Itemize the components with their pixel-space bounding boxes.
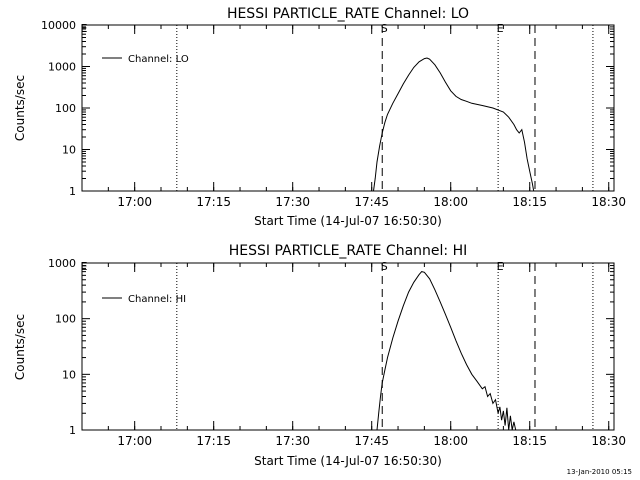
series-lo xyxy=(373,57,535,192)
y-tick-label: 100 xyxy=(55,102,76,115)
x-tick-label: 17:30 xyxy=(275,434,310,448)
y-tick-label: 1000 xyxy=(48,257,76,270)
plot-frame-lo xyxy=(81,24,615,192)
y-tick-label: 100 xyxy=(55,313,76,326)
panel-lo: HESSI PARTICLE_RATE Channel: LO Counts/s… xyxy=(13,6,626,228)
y-ticks-lo: 1 10 100 1000 10000 xyxy=(41,19,614,198)
time-marker-label: S xyxy=(381,260,388,273)
y-axis-label-hi: Counts/sec xyxy=(13,314,27,380)
x-ticks-lo: 17:00 17:15 17:30 17:45 18:00 18:15 18:30 xyxy=(81,25,626,209)
y-tick-label: 1000 xyxy=(48,61,76,74)
y-tick-label: 10000 xyxy=(41,19,76,32)
plot-frame-hi xyxy=(81,262,615,431)
x-tick-label: 17:15 xyxy=(196,434,231,448)
x-tick-label: 17:00 xyxy=(117,434,152,448)
chart-title-hi: HESSI PARTICLE_RATE Channel: HI xyxy=(229,243,467,259)
time-marker-label: E xyxy=(497,22,504,35)
legend-label-lo: Channel: LO xyxy=(128,54,189,65)
x-axis-label-lo: Start Time (14-Jul-07 16:50:30) xyxy=(254,214,442,228)
legend-label-hi: Channel: HI xyxy=(128,294,186,305)
x-tick-label: 18:30 xyxy=(591,434,626,448)
x-tick-label: 18:00 xyxy=(433,434,468,448)
y-tick-label: 10 xyxy=(62,368,76,381)
series-line xyxy=(376,271,517,431)
x-axis-label-hi: Start Time (14-Jul-07 16:50:30) xyxy=(254,454,442,468)
time-markers-hi: S EE xyxy=(81,260,594,430)
x-tick-label: 18:15 xyxy=(512,434,547,448)
legend-hi: Channel: HI xyxy=(102,294,186,305)
x-tick-label: 17:45 xyxy=(354,434,389,448)
y-tick-label: 1 xyxy=(69,185,76,198)
x-tick-label: 18:30 xyxy=(591,195,626,209)
x-tick-label: 17:00 xyxy=(117,195,152,209)
x-ticks-hi: 17:00 17:15 17:30 17:45 18:00 18:15 18:30 xyxy=(81,263,626,448)
time-markers-lo: S EE xyxy=(81,22,594,191)
x-tick-label: 18:00 xyxy=(433,195,468,209)
chart-title-lo: HESSI PARTICLE_RATE Channel: LO xyxy=(227,6,469,22)
generation-timestamp: 13-Jan-2010 05:15 xyxy=(566,468,632,476)
x-tick-label: 18:15 xyxy=(512,195,547,209)
time-marker-label: S xyxy=(381,22,388,35)
y-tick-label: 1 xyxy=(69,424,76,437)
y-ticks-hi: 1 10 100 1000 xyxy=(48,257,614,437)
y-axis-label-lo: Counts/sec xyxy=(13,75,27,141)
x-tick-label: 17:45 xyxy=(354,195,389,209)
panel-hi: HESSI PARTICLE_RATE Channel: HI Counts/s… xyxy=(13,243,626,468)
x-tick-label: 17:30 xyxy=(275,195,310,209)
y-tick-label: 10 xyxy=(62,144,76,157)
legend-lo: Channel: LO xyxy=(102,54,189,65)
x-tick-label: 17:15 xyxy=(196,195,231,209)
series-line xyxy=(373,57,535,192)
time-marker-label: E xyxy=(81,22,88,35)
time-marker-label: E xyxy=(497,260,504,273)
time-marker-label: E xyxy=(81,260,88,273)
series-hi xyxy=(376,271,517,431)
